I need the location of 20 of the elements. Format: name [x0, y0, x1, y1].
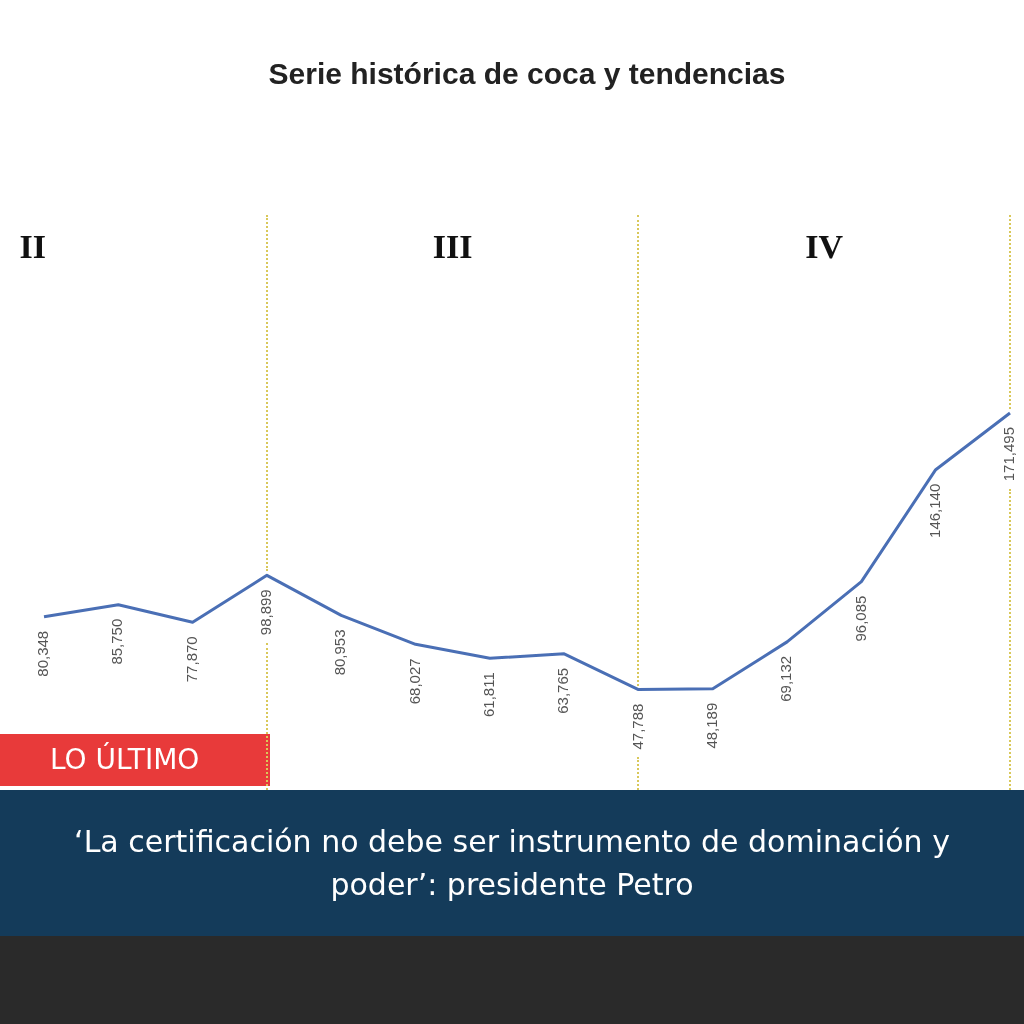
data-label: 80,348: [34, 630, 52, 677]
data-label: 61,811: [479, 672, 497, 717]
data-label: 171,495: [1000, 427, 1018, 482]
data-label: 77,870: [182, 636, 200, 683]
data-label: 80,953: [331, 629, 349, 676]
data-label: 96,085: [851, 595, 869, 642]
text: II: [19, 228, 47, 266]
data-label: 85,750: [108, 618, 126, 665]
data-label: 146,140: [925, 483, 943, 538]
data-label: 47,788: [628, 703, 646, 750]
text: LO ÚLTIMO: [0, 734, 270, 786]
data-label: 69,132: [777, 655, 795, 702]
data-label: 98,899: [257, 589, 275, 636]
text: IV: [805, 228, 844, 266]
data-label: 63,765: [554, 667, 572, 714]
data-label: 48,189: [702, 702, 720, 749]
data-label: 68,027: [405, 658, 423, 705]
text: III: [432, 228, 473, 266]
text: ‘La certificación no debe ser instrumento de dominación y poder’: presidente Petro: [0, 790, 1024, 936]
chart-title: Serie histórica de coca y tendencias: [268, 57, 786, 91]
